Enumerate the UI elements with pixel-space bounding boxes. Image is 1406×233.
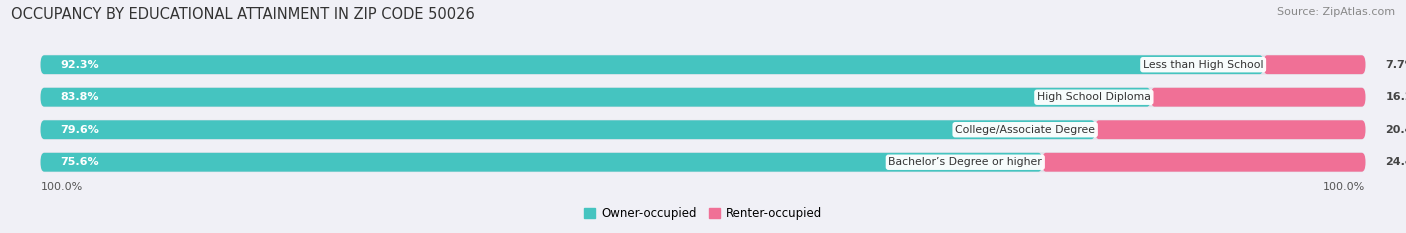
FancyBboxPatch shape [41, 120, 1095, 139]
FancyBboxPatch shape [1152, 88, 1365, 107]
Text: 75.6%: 75.6% [60, 157, 98, 167]
FancyBboxPatch shape [1042, 153, 1365, 172]
Text: High School Diploma: High School Diploma [1038, 92, 1152, 102]
FancyBboxPatch shape [41, 120, 1365, 140]
Text: 20.4%: 20.4% [1385, 125, 1406, 135]
Text: OCCUPANCY BY EDUCATIONAL ATTAINMENT IN ZIP CODE 50026: OCCUPANCY BY EDUCATIONAL ATTAINMENT IN Z… [11, 7, 475, 22]
Text: College/Associate Degree: College/Associate Degree [955, 125, 1095, 135]
FancyBboxPatch shape [41, 55, 1264, 74]
FancyBboxPatch shape [41, 152, 1365, 172]
Text: Source: ZipAtlas.com: Source: ZipAtlas.com [1277, 7, 1395, 17]
Text: 83.8%: 83.8% [60, 92, 98, 102]
Text: 79.6%: 79.6% [60, 125, 100, 135]
Text: Bachelor’s Degree or higher: Bachelor’s Degree or higher [889, 157, 1042, 167]
Text: Less than High School: Less than High School [1143, 60, 1264, 70]
FancyBboxPatch shape [1264, 55, 1365, 74]
Text: 100.0%: 100.0% [1323, 182, 1365, 192]
FancyBboxPatch shape [41, 87, 1365, 107]
Text: 24.4%: 24.4% [1385, 157, 1406, 167]
FancyBboxPatch shape [41, 88, 1152, 107]
Text: 92.3%: 92.3% [60, 60, 98, 70]
Text: 100.0%: 100.0% [41, 182, 83, 192]
FancyBboxPatch shape [1095, 120, 1365, 139]
Legend: Owner-occupied, Renter-occupied: Owner-occupied, Renter-occupied [579, 202, 827, 225]
FancyBboxPatch shape [41, 153, 1042, 172]
Text: 7.7%: 7.7% [1385, 60, 1406, 70]
FancyBboxPatch shape [41, 55, 1365, 75]
Text: 16.2%: 16.2% [1385, 92, 1406, 102]
